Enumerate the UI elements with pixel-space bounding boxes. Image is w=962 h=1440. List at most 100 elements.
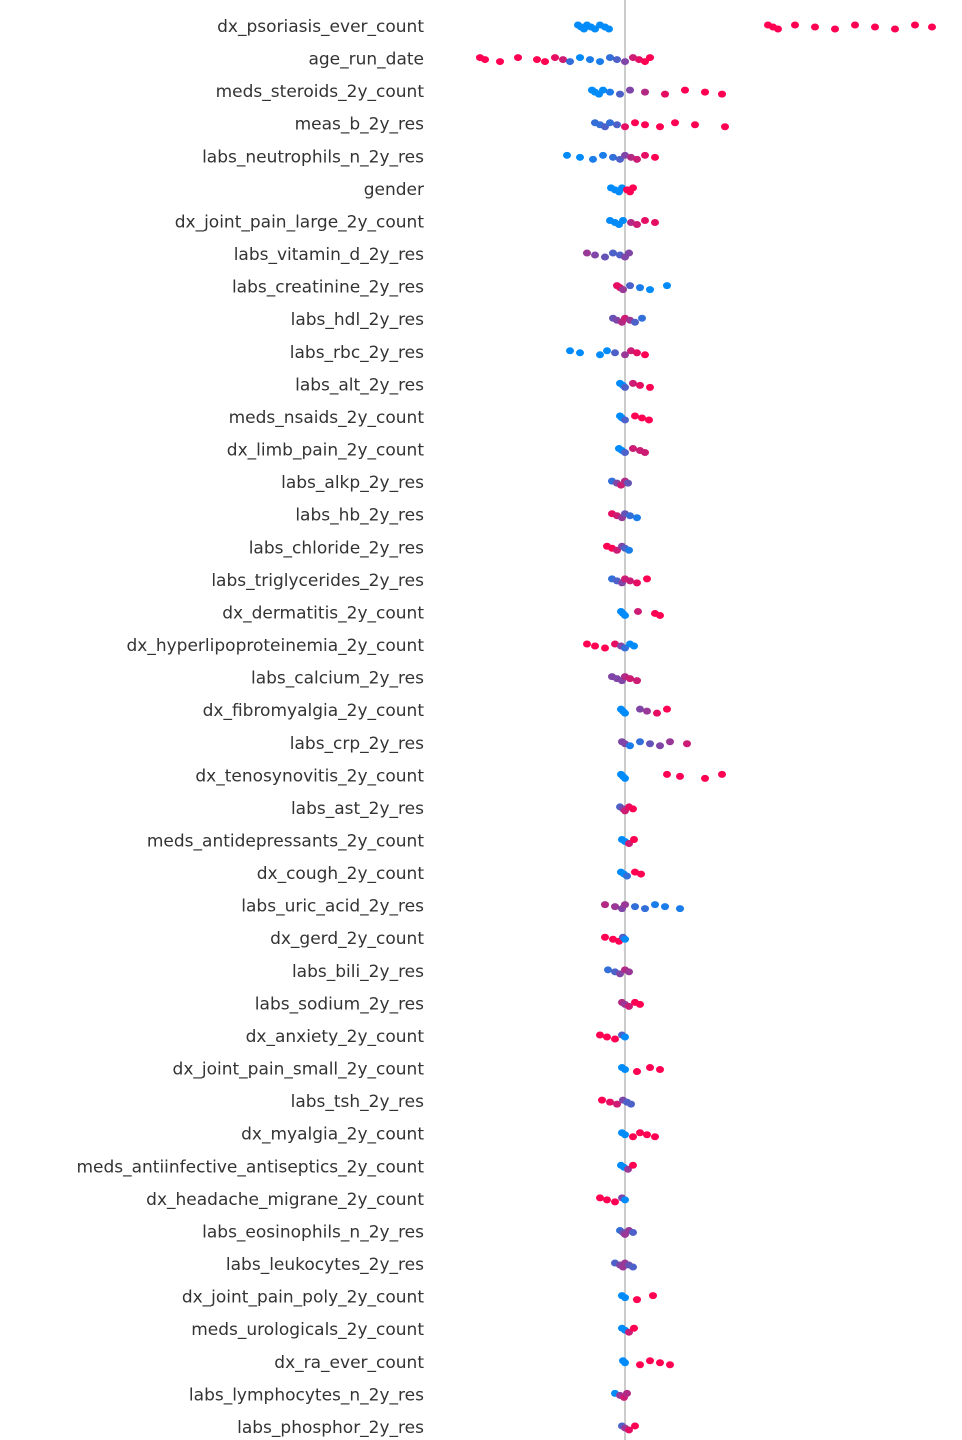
dot <box>621 151 629 159</box>
feature-label: labs_bili_2y_res <box>292 962 424 982</box>
dot <box>641 351 649 359</box>
feature-label: labs_neutrophils_n_2y_res <box>202 147 424 167</box>
dot <box>605 25 613 33</box>
dot <box>646 740 654 748</box>
dot <box>641 216 649 224</box>
dot <box>563 151 571 159</box>
dot <box>629 445 637 453</box>
dot <box>606 1098 614 1106</box>
dot <box>646 383 654 391</box>
dot <box>625 1426 633 1434</box>
dot <box>514 54 522 62</box>
dot <box>627 1100 635 1108</box>
dot <box>656 611 664 619</box>
dot <box>631 1422 639 1430</box>
dot <box>625 249 633 257</box>
dot <box>643 575 651 583</box>
dot <box>619 216 627 224</box>
feature-label: dx_joint_pain_poly_2y_count <box>182 1288 424 1308</box>
feature-label: labs_triglycerides_2y_res <box>211 571 424 591</box>
dot <box>638 314 646 322</box>
dot <box>631 119 639 127</box>
dot <box>656 1066 664 1074</box>
dot <box>631 318 639 326</box>
dot <box>626 577 634 585</box>
dot <box>626 282 634 290</box>
feature-label: labs_ast_2y_res <box>291 799 424 819</box>
feature-label: dx_dermatitis_2y_count <box>222 603 424 623</box>
feature-label: labs_chloride_2y_res <box>249 538 424 558</box>
dot <box>633 1068 641 1076</box>
dot <box>676 772 684 780</box>
dot <box>631 412 639 420</box>
dot <box>661 90 669 98</box>
dot <box>641 121 649 129</box>
dot <box>606 119 614 127</box>
dot <box>791 21 799 29</box>
dot <box>633 349 641 357</box>
dot <box>629 379 637 387</box>
dot <box>625 546 633 554</box>
dot <box>627 218 635 226</box>
dot <box>583 249 591 257</box>
feature-label: dx_gerd_2y_count <box>270 929 424 949</box>
dot <box>645 416 653 424</box>
dot <box>656 742 664 750</box>
dot <box>613 121 621 129</box>
feature-label: labs_alkp_2y_res <box>281 473 424 493</box>
dot <box>629 1263 637 1271</box>
dot <box>683 740 691 748</box>
dot <box>646 1064 654 1072</box>
dot <box>533 56 541 64</box>
dot <box>663 770 671 778</box>
dot <box>591 251 599 259</box>
dot <box>630 642 638 650</box>
dot <box>629 184 637 192</box>
dot <box>651 218 659 226</box>
feature-label: gender <box>364 180 424 200</box>
dot <box>636 1129 644 1137</box>
feature-label: dx_joint_pain_large_2y_count <box>175 212 425 232</box>
feature-label: labs_sodium_2y_res <box>255 994 424 1014</box>
dot <box>636 381 644 389</box>
dot <box>601 933 609 941</box>
dot <box>641 905 649 913</box>
dot <box>631 903 639 911</box>
dot <box>627 153 635 161</box>
dot <box>611 349 619 357</box>
dot <box>603 1033 611 1041</box>
dot <box>911 21 919 29</box>
dot <box>606 88 614 96</box>
dot <box>621 1131 629 1139</box>
dot <box>541 58 549 66</box>
dot <box>609 249 617 257</box>
feature-label: meas_b_2y_res <box>295 115 425 135</box>
dot <box>611 640 619 648</box>
dot <box>609 935 617 943</box>
dot <box>641 151 649 159</box>
dot <box>576 153 584 161</box>
dot <box>621 709 629 717</box>
dot <box>598 1096 606 1104</box>
dot <box>576 54 584 62</box>
dot <box>599 86 607 94</box>
dot <box>656 123 664 131</box>
dot <box>596 1194 604 1202</box>
dot <box>611 1198 619 1206</box>
feature-label: dx_hyperlipoproteinemia_2y_count <box>127 636 425 656</box>
feature-label: age_run_date <box>308 50 424 70</box>
dot <box>596 1031 604 1039</box>
dot <box>633 155 641 163</box>
dot <box>831 25 839 33</box>
dot <box>621 611 629 619</box>
dot <box>496 58 504 66</box>
feature-label: meds_nsaids_2y_count <box>229 408 425 428</box>
dot <box>633 677 641 685</box>
dot <box>599 151 607 159</box>
dot <box>576 349 584 357</box>
dot <box>616 90 624 98</box>
dot <box>928 23 936 31</box>
feature-label: labs_eosinophils_n_2y_res <box>202 1222 424 1242</box>
dot <box>774 25 782 33</box>
dot <box>589 155 597 163</box>
